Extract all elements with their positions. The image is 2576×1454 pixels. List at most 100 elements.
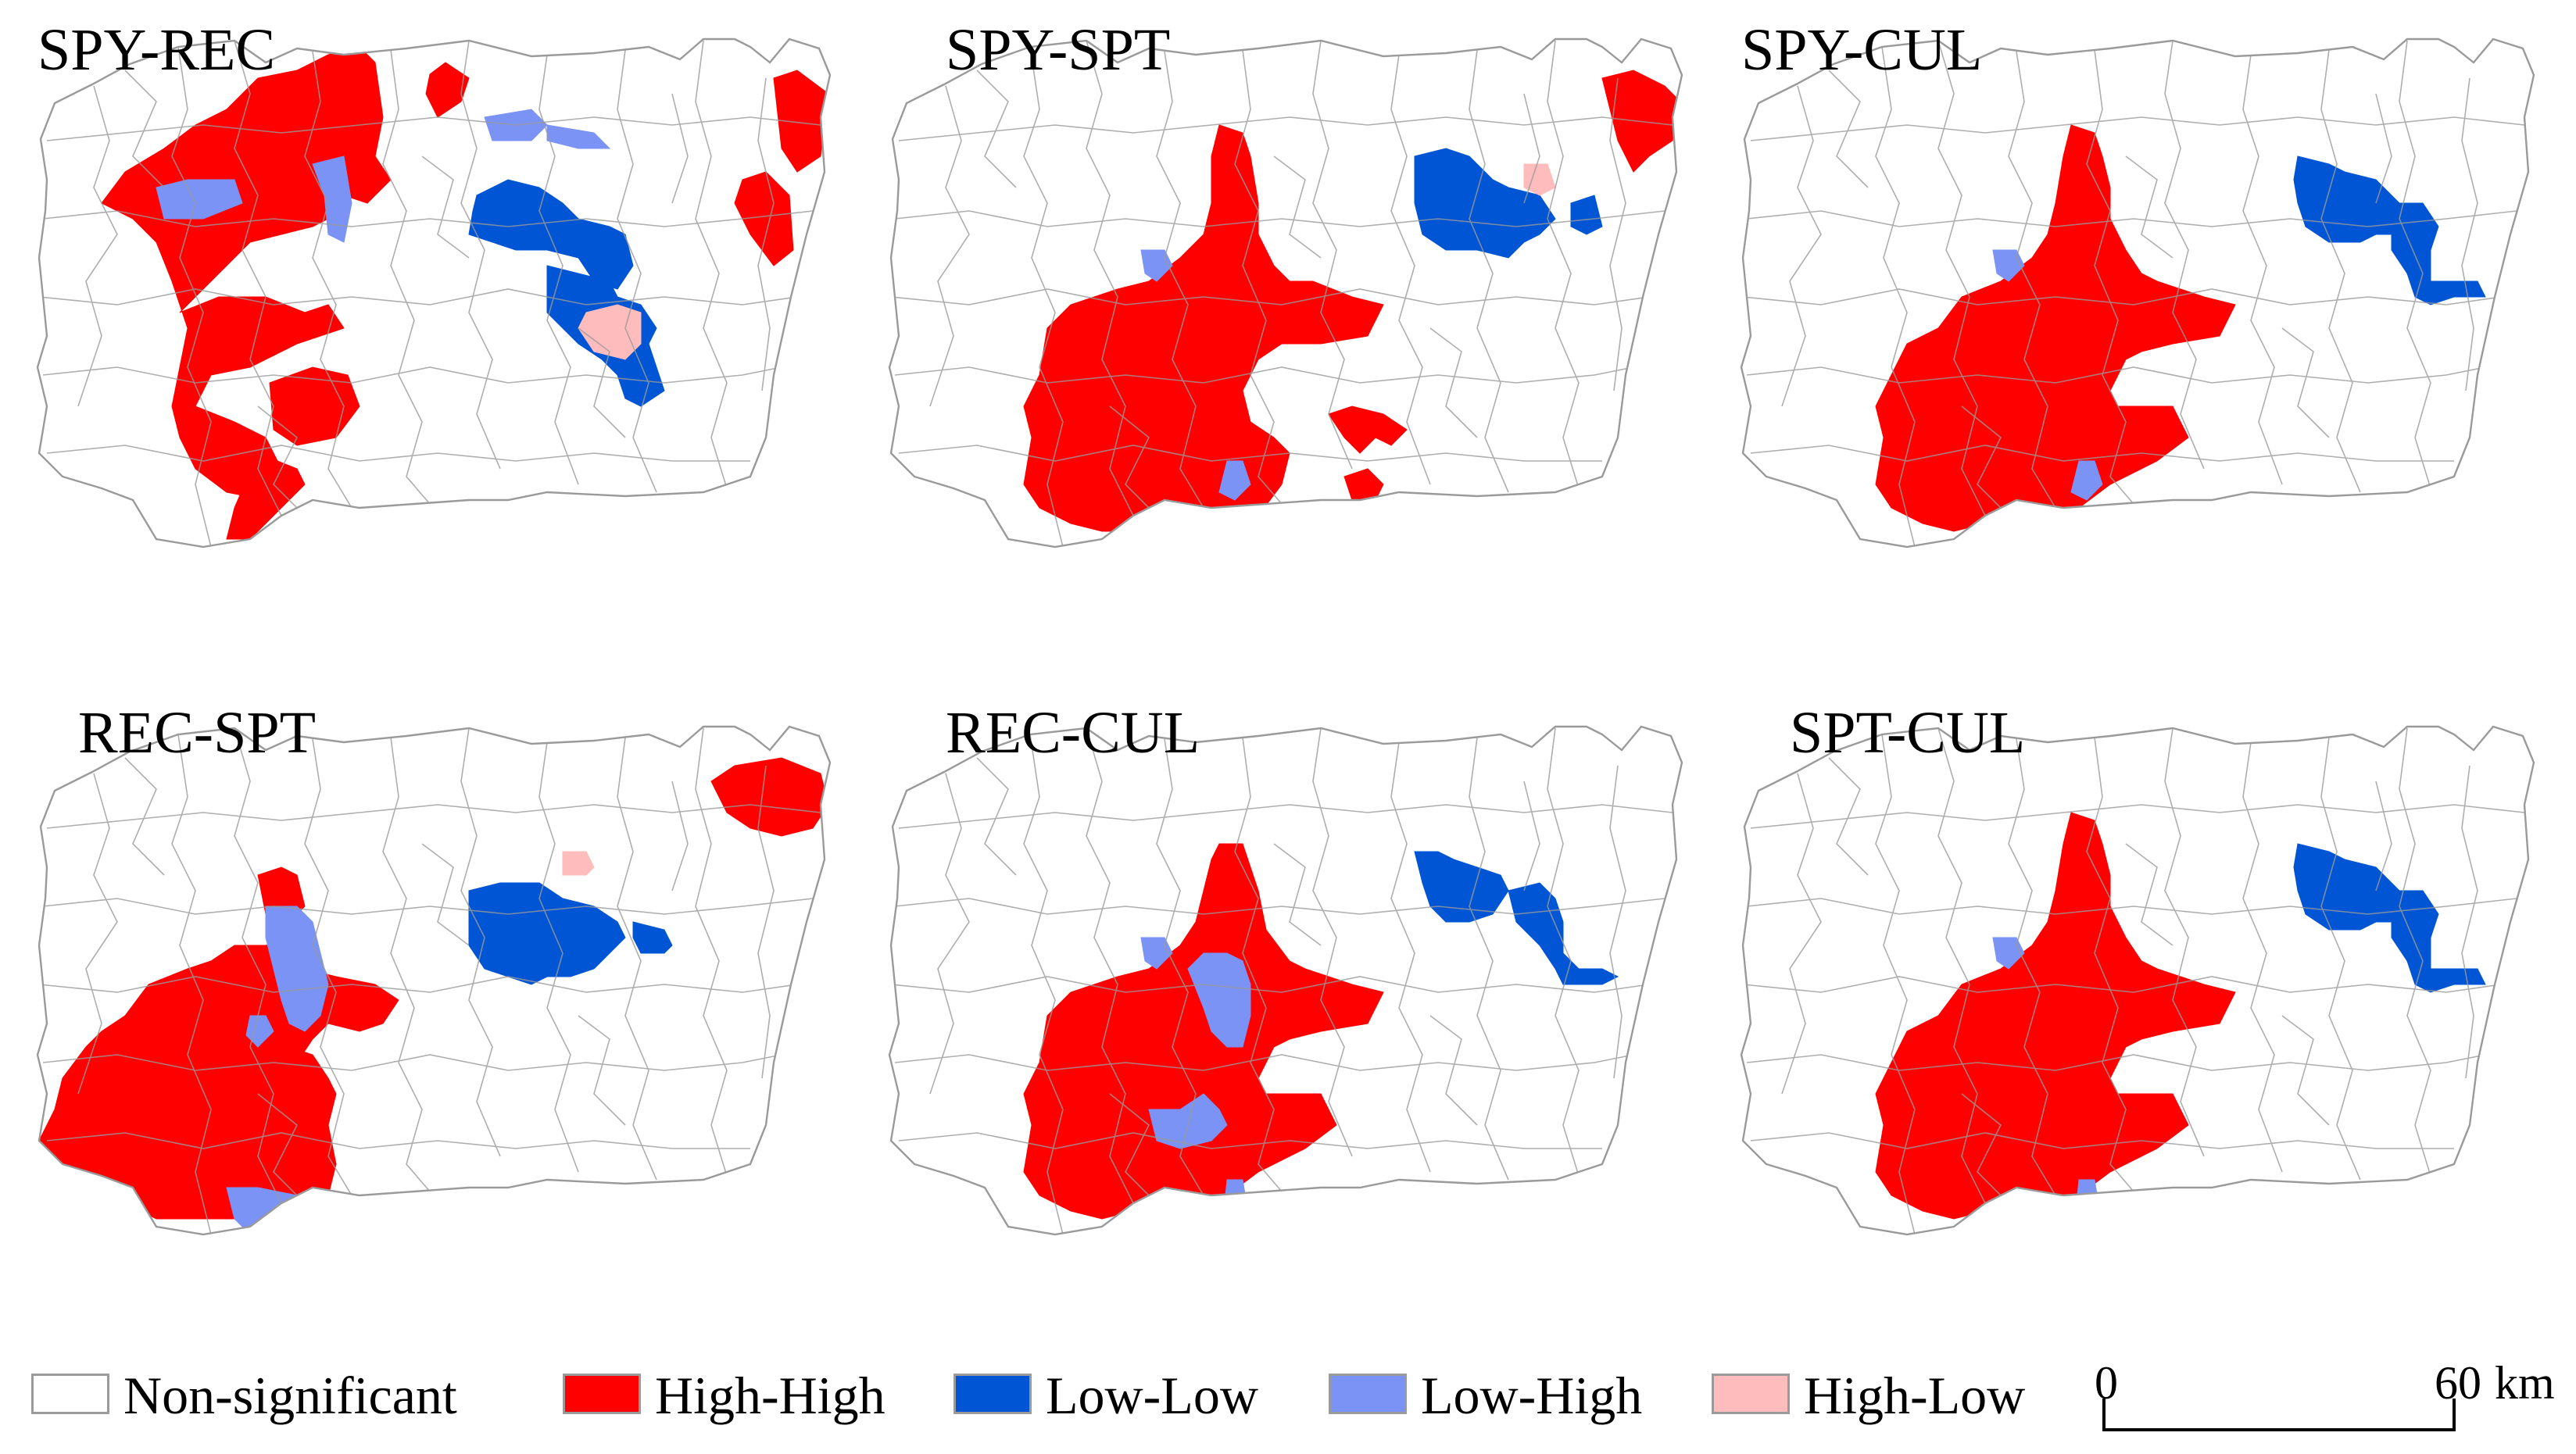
hh-region-west: [1023, 124, 1384, 540]
township-boundary-6: [1390, 741, 1431, 1173]
scale-bar-unit-label: km: [2495, 1357, 2555, 1409]
township-boundary-7: [617, 49, 657, 493]
township-boundary-9: [1609, 765, 1626, 1079]
ll-region-east: [632, 921, 673, 954]
map-panel-spy-spt: SPY-SPT: [852, 0, 1683, 594]
township-boundary-9: [757, 765, 775, 1079]
township-boundary-14: [898, 445, 1602, 462]
study-area-outline: [1740, 38, 2535, 548]
hl-region-1: [1523, 163, 1556, 196]
township-boundary-15: [124, 70, 165, 188]
township-boundary-14: [1750, 1132, 2454, 1149]
township-boundary-18: [1523, 781, 1540, 891]
legend-label-non-significant: Non-significant: [123, 1366, 457, 1425]
township-boundary-17: [2281, 1015, 2330, 1126]
township-boundary-8: [695, 727, 728, 1177]
township-boundaries: [38, 727, 821, 1234]
township-boundary-2: [1937, 40, 1986, 516]
township-boundary-12: [890, 976, 1650, 993]
township-boundary-4: [1234, 49, 1283, 505]
township-boundary-5: [1312, 40, 1353, 470]
township-boundary-13: [1746, 1054, 2486, 1071]
township-boundary-19: [1961, 1093, 2009, 1204]
township-boundary-16: [421, 843, 470, 946]
township-boundaries: [890, 727, 1673, 1234]
township-boundary-4: [2086, 737, 2134, 1192]
scale-bar: 0 60 km: [2095, 1359, 2563, 1438]
township-boundary-1: [171, 734, 212, 1234]
map-panel-spt-cul: SPT-CUL: [1704, 688, 2535, 1281]
township-boundary-19: [257, 1093, 306, 1204]
hh-region-south: [476, 1218, 524, 1234]
township-boundary-9: [757, 77, 775, 391]
legend-label-low-low: Low-Low: [1046, 1366, 1258, 1425]
township-boundary-13: [42, 1054, 782, 1071]
hh-region-south: [226, 452, 306, 540]
hl-region-1: [562, 851, 595, 876]
township-boundary-15: [1828, 757, 1869, 876]
township-boundary-5: [460, 40, 501, 470]
lisa-map-rec-spt: [36, 725, 832, 1266]
lh-region-4: [262, 1234, 285, 1266]
lh-region-3: [1148, 1093, 1228, 1149]
township-boundary-16: [2125, 843, 2174, 946]
ll-region-east: [2391, 890, 2486, 993]
township-boundary-13: [1746, 366, 2486, 384]
lisa-map-spy-rec: [36, 38, 832, 548]
scale-bar-start-label: 0: [2095, 1357, 2118, 1409]
legend-label-high-high: High-High: [655, 1366, 886, 1425]
ll-region-east: [1570, 195, 1603, 235]
lh-region-2: [245, 1015, 274, 1048]
scale-bar-line: [2102, 1399, 2456, 1431]
township-boundary-13: [894, 366, 1634, 384]
lh-region-1: [156, 179, 243, 220]
township-boundary-3: [304, 738, 352, 1196]
township-boundary-18: [1523, 93, 1540, 204]
township-boundary-12: [1742, 288, 2502, 305]
study-area-outline: [888, 38, 1683, 548]
township-boundary-12: [1742, 976, 2502, 993]
township-boundary-6: [2242, 741, 2283, 1173]
lisa-map-spy-spt: [888, 38, 1683, 548]
township-boundary-4: [2086, 49, 2134, 505]
cluster-regions: [1023, 843, 1619, 1220]
township-boundary-1: [1875, 46, 1916, 547]
lh-region-2: [2077, 1179, 2099, 1212]
township-boundary-7: [2320, 49, 2361, 493]
legend-swatch-low-high: [1329, 1374, 1407, 1414]
township-boundary-1: [1875, 734, 1916, 1234]
lisa-map-spt-cul: [1740, 725, 2535, 1236]
township-boundary-15: [124, 757, 165, 876]
lisa-map-spy-cul: [1740, 38, 2535, 548]
hh-region-west: [1023, 843, 1384, 1220]
township-boundary-15: [976, 757, 1017, 876]
township-boundary-2: [234, 40, 282, 516]
township-boundary-0: [1781, 773, 1822, 1095]
study-area-base: [38, 39, 830, 547]
township-boundary-6: [1390, 54, 1431, 485]
township-boundary-12: [38, 288, 798, 305]
township-boundary-0: [929, 85, 970, 407]
township-boundary-7: [1469, 737, 1509, 1181]
township-boundaries: [38, 40, 821, 547]
township-boundary-14: [898, 1132, 1602, 1149]
township-boundary-0: [77, 85, 118, 407]
lh-region-1: [265, 906, 329, 1032]
township-boundary-5: [460, 727, 501, 1157]
township-boundary-16: [2125, 155, 2174, 259]
lh-region-5: [437, 1195, 501, 1234]
township-boundary-19: [1961, 405, 2009, 516]
ll-region-city: [1414, 148, 1556, 259]
township-boundary-7: [1469, 49, 1509, 493]
lh-region-2: [2070, 460, 2103, 501]
township-boundary-15: [1828, 70, 1869, 188]
lisa-map-rec-cul: [888, 725, 1683, 1236]
township-boundary-2: [1086, 40, 1134, 516]
township-boundary-6: [538, 54, 579, 485]
township-boundaries: [1742, 727, 2525, 1234]
township-boundary-17: [578, 1015, 626, 1126]
township-boundary-8: [1547, 727, 1580, 1177]
township-boundary-16: [1273, 155, 1322, 259]
township-boundary-6: [538, 741, 579, 1173]
township-boundary-2: [234, 727, 282, 1204]
